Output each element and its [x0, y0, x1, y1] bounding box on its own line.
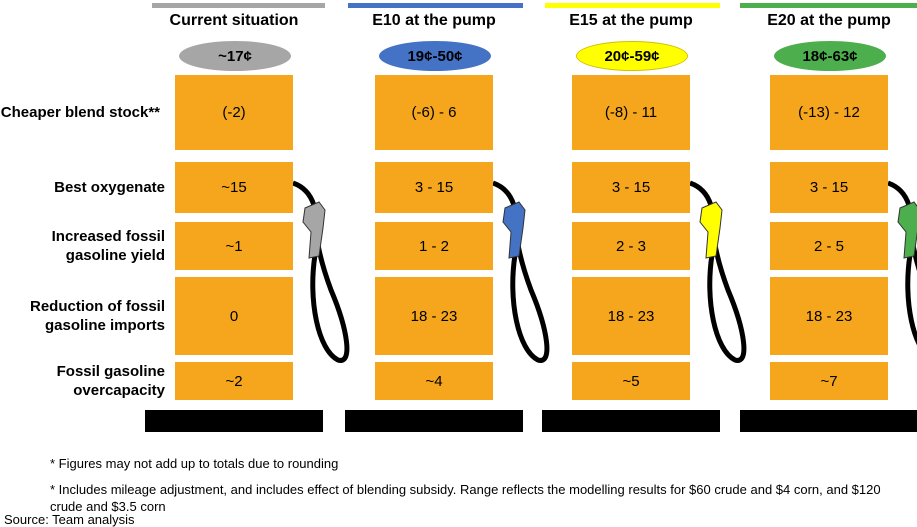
row-label-text: Best oxygenate: [54, 179, 165, 196]
value-cell: 18 - 23: [572, 277, 690, 355]
total-ellipse-text: 19¢-50¢: [407, 47, 463, 65]
value-cell-text: ~1: [225, 237, 243, 255]
total-ellipse-text: ~17¢: [218, 47, 252, 65]
pump-base: [345, 410, 523, 432]
value-cell-text: ~15: [221, 179, 247, 196]
total-ellipse-text: 20¢-59¢: [604, 47, 660, 65]
value-cell-text: ~4: [425, 372, 443, 390]
row-label-text: Reduction of fossil gasoline imports: [30, 298, 165, 334]
value-cell: (-2): [175, 75, 293, 150]
value-cell: ~2: [175, 362, 293, 400]
pump-base: [740, 410, 917, 432]
column-title-text: E20 at the pump: [767, 12, 891, 29]
value-cell: ~15: [175, 162, 293, 213]
value-cell-text: 18 - 23: [410, 307, 458, 325]
value-cell: ~1: [175, 222, 293, 270]
header-bar: [740, 3, 917, 8]
total-ellipse-text: 18¢-63¢: [802, 47, 858, 65]
value-cell-text: (-6) - 6: [411, 104, 457, 121]
header-bar: [545, 3, 720, 8]
value-cell-text: (-2): [222, 104, 246, 121]
nozzle: [897, 201, 917, 259]
source: Source: Team analysis: [4, 512, 135, 527]
value-cell: (-13) - 12: [770, 75, 888, 150]
column-title: E15 at the pump: [531, 12, 731, 30]
row-label: Reduction of fossil gasoline imports: [0, 277, 165, 355]
pump-base: [542, 410, 720, 432]
value-cell: 18 - 23: [375, 277, 493, 355]
value-cell-text: 1 - 2: [418, 237, 449, 255]
header-bar: [348, 3, 523, 8]
column-title: E20 at the pump: [729, 12, 917, 30]
value-cell-text: 0: [229, 307, 239, 325]
column-title: Current situation: [134, 12, 334, 30]
value-cell-text: 2 - 3: [615, 237, 646, 255]
value-cell-text: 18 - 23: [607, 307, 655, 325]
value-cell: ~7: [770, 362, 888, 400]
nozzle: [699, 201, 723, 259]
value-cell: 0: [175, 277, 293, 355]
value-cell: 2 - 3: [572, 222, 690, 270]
nozzle: [502, 201, 526, 259]
footnote: * Figures may not add up to totals due t…: [50, 456, 339, 471]
value-cell-text: 18 - 23: [805, 307, 853, 325]
value-cell-text: ~7: [820, 372, 838, 390]
column-title-text: E15 at the pump: [569, 12, 693, 29]
header-bar: [152, 3, 325, 8]
row-label: Increased fossil gasoline yield: [0, 222, 165, 270]
row-label: Fossil gasoline overcapacity: [0, 362, 165, 400]
pump-base: [145, 410, 323, 432]
column-title: E10 at the pump: [334, 12, 534, 30]
value-cell: 2 - 5: [770, 222, 888, 270]
row-label-text: Increased fossil gasoline yield: [51, 228, 165, 264]
value-cell: 1 - 2: [375, 222, 493, 270]
value-cell: 3 - 15: [572, 162, 690, 213]
total-ellipse: 20¢-59¢: [576, 41, 688, 71]
value-cell-text: 3 - 15: [414, 179, 454, 196]
column-title-text: Current situation: [169, 12, 299, 29]
value-cell-text: ~2: [225, 372, 243, 390]
value-cell: (-8) - 11: [572, 75, 690, 150]
value-cell-text: (-13) - 12: [798, 104, 860, 121]
row-label: Best oxygenate: [0, 162, 165, 213]
value-cell: 3 - 15: [375, 162, 493, 213]
footnote: * Includes mileage adjustment, and inclu…: [50, 482, 881, 514]
value-cell-text: 2 - 5: [813, 237, 844, 255]
value-cell: 18 - 23: [770, 277, 888, 355]
total-ellipse: 18¢-63¢: [774, 41, 886, 71]
nozzle: [302, 201, 326, 259]
value-cell-text: ~5: [622, 372, 640, 390]
value-cell: (-6) - 6: [375, 75, 493, 150]
value-cell: ~4: [375, 362, 493, 400]
total-ellipse: ~17¢: [179, 41, 291, 71]
value-cell: 3 - 15: [770, 162, 888, 213]
column-title-text: E10 at the pump: [372, 12, 496, 29]
row-label-text: Cheaper blend stock**: [0, 104, 160, 121]
value-cell-text: 3 - 15: [611, 179, 651, 196]
row-label-text: Fossil gasoline overcapacity: [56, 363, 165, 399]
row-label: Cheaper blend stock**: [0, 75, 160, 150]
value-cell-text: (-8) - 11: [604, 104, 658, 121]
total-ellipse: 19¢-50¢: [379, 41, 491, 71]
value-cell-text: 3 - 15: [809, 179, 849, 196]
value-cell: ~5: [572, 362, 690, 400]
